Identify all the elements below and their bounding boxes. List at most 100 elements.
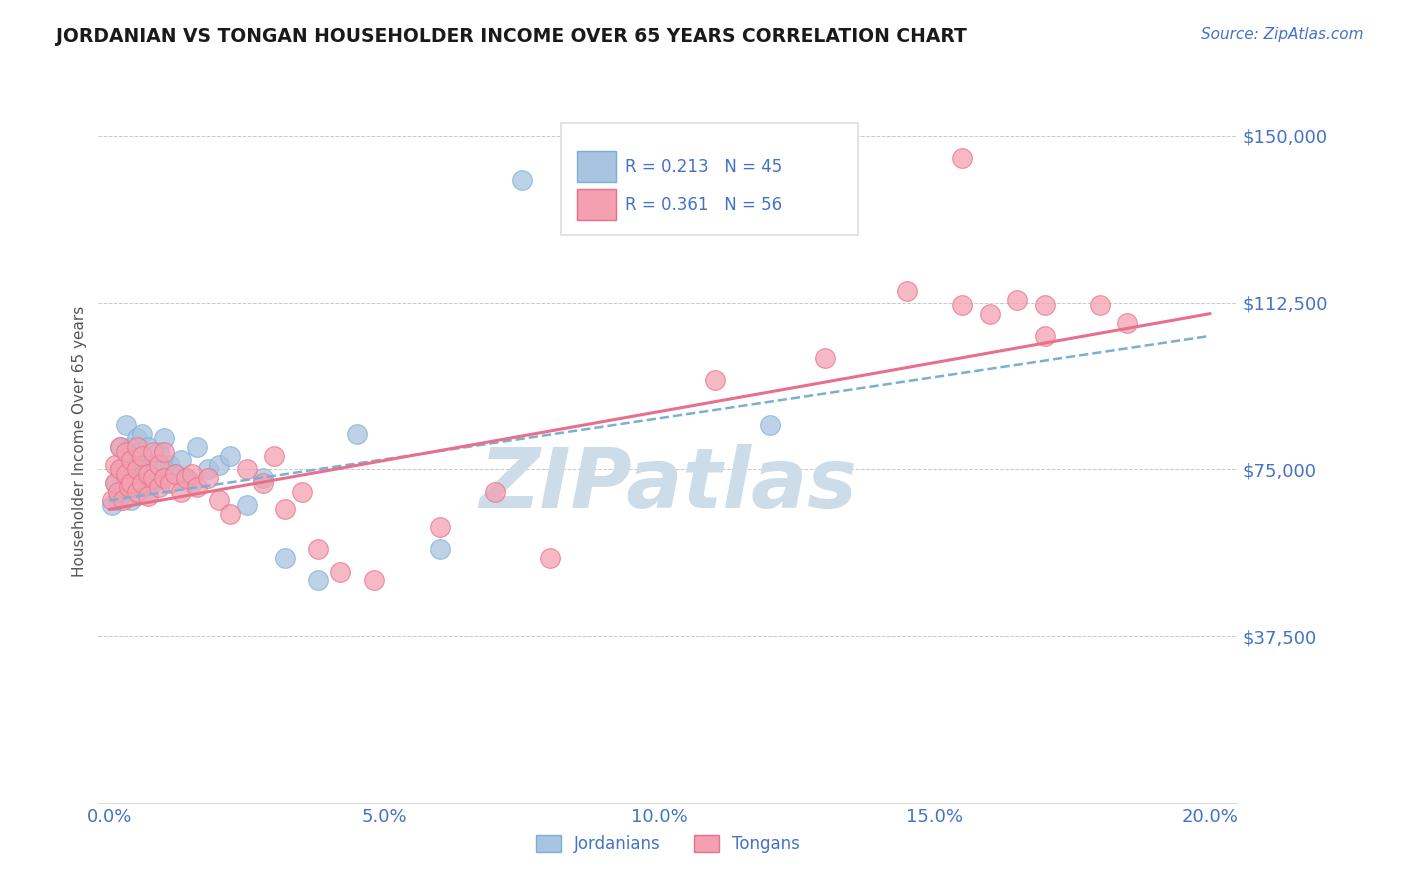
Point xyxy=(115,467,138,481)
Point xyxy=(115,444,138,458)
Point xyxy=(252,471,274,485)
Point xyxy=(136,484,159,499)
Point xyxy=(148,444,170,458)
Point xyxy=(115,417,138,432)
Point xyxy=(142,449,165,463)
Point xyxy=(142,471,165,485)
Text: Source: ZipAtlas.com: Source: ZipAtlas.com xyxy=(1201,27,1364,42)
Text: R = 0.361   N = 56: R = 0.361 N = 56 xyxy=(624,196,782,214)
Point xyxy=(181,475,204,490)
Point xyxy=(110,462,132,476)
Point xyxy=(131,449,153,463)
Point xyxy=(120,440,142,454)
Point xyxy=(159,458,181,472)
Point xyxy=(148,471,170,485)
Point xyxy=(165,467,187,481)
Point xyxy=(236,498,259,512)
Legend: Jordanians, Tongans: Jordanians, Tongans xyxy=(529,828,807,860)
Point xyxy=(120,493,142,508)
Point xyxy=(363,574,385,588)
Point xyxy=(131,453,153,467)
Point xyxy=(979,307,1001,321)
Point xyxy=(703,373,725,387)
Point xyxy=(136,440,159,454)
Point xyxy=(112,493,135,508)
Point xyxy=(131,480,153,494)
Point xyxy=(170,453,193,467)
Point xyxy=(125,484,148,499)
Point xyxy=(197,471,219,485)
Point xyxy=(136,489,159,503)
Point xyxy=(274,551,297,566)
Point xyxy=(110,440,132,454)
Point xyxy=(429,520,451,534)
Point xyxy=(429,542,451,557)
Point xyxy=(236,462,259,476)
Point xyxy=(1088,298,1111,312)
Point xyxy=(538,551,561,566)
Point xyxy=(950,151,973,165)
Point xyxy=(148,480,170,494)
Point xyxy=(107,493,129,508)
Point xyxy=(142,475,165,490)
Point xyxy=(125,484,148,499)
Point xyxy=(176,471,198,485)
Point xyxy=(153,462,176,476)
Point xyxy=(131,475,153,490)
Point xyxy=(110,462,132,476)
Point xyxy=(950,298,973,312)
Point xyxy=(208,458,231,472)
Point xyxy=(125,440,148,454)
Point xyxy=(153,431,176,445)
Point xyxy=(758,417,780,432)
Text: JORDANIAN VS TONGAN HOUSEHOLDER INCOME OVER 65 YEARS CORRELATION CHART: JORDANIAN VS TONGAN HOUSEHOLDER INCOME O… xyxy=(56,27,967,45)
Point xyxy=(484,484,506,499)
Point xyxy=(110,440,132,454)
Point xyxy=(131,426,153,441)
Point xyxy=(1116,316,1139,330)
Point xyxy=(176,471,198,485)
Point xyxy=(136,462,159,476)
Point xyxy=(814,351,837,366)
Point xyxy=(153,471,176,485)
Point xyxy=(308,574,330,588)
Point xyxy=(104,458,127,472)
Point xyxy=(219,449,242,463)
Point xyxy=(896,285,918,299)
Point xyxy=(153,444,176,458)
Point xyxy=(186,480,208,494)
Point xyxy=(308,542,330,557)
Point xyxy=(219,507,242,521)
Point xyxy=(252,475,274,490)
Point xyxy=(263,449,285,463)
Text: ZIPatlas: ZIPatlas xyxy=(479,444,856,525)
Point xyxy=(1033,329,1056,343)
Point xyxy=(118,449,141,463)
Point xyxy=(101,493,124,508)
Point xyxy=(107,484,129,499)
Point xyxy=(346,426,368,441)
Point xyxy=(197,462,219,476)
Point xyxy=(112,484,135,499)
Point xyxy=(142,444,165,458)
Point xyxy=(148,458,170,472)
Point xyxy=(115,471,138,485)
Point xyxy=(128,471,150,485)
Point xyxy=(159,475,181,490)
Point xyxy=(186,440,208,454)
Point xyxy=(1005,293,1028,308)
Point xyxy=(181,467,204,481)
Point xyxy=(329,565,352,579)
Point xyxy=(101,498,124,512)
Point xyxy=(104,475,127,490)
Point xyxy=(125,462,148,476)
Point xyxy=(120,453,142,467)
Point xyxy=(125,431,148,445)
Point xyxy=(120,475,142,490)
Point xyxy=(104,475,127,490)
Point xyxy=(125,458,148,472)
Point xyxy=(165,467,187,481)
Point xyxy=(510,173,533,187)
Point xyxy=(274,502,297,516)
Y-axis label: Householder Income Over 65 years: Householder Income Over 65 years xyxy=(72,306,87,577)
